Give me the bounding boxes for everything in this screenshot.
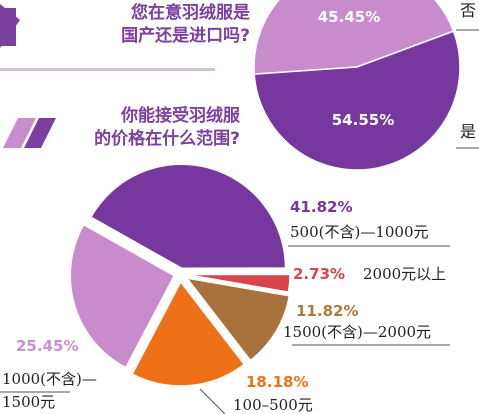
pie2-slice-1 <box>185 273 291 294</box>
question-origin-underline <box>0 68 215 71</box>
question-price-marker-dark-icon <box>24 118 56 148</box>
question-origin-line2: 国产还是进口吗? <box>121 26 250 46</box>
slice-1500-2000-label: 1500(不含)—2000元 <box>283 323 431 341</box>
slice-1500-2000-value: 11.82% <box>296 302 358 320</box>
question-price-marker-light-icon <box>3 118 36 148</box>
pie-chart-origin <box>253 0 461 171</box>
question-origin-line1: 您在意羽绒服是 <box>131 3 250 23</box>
question-price: 你能接受羽绒服 的价格在什么范围? <box>30 105 240 151</box>
question-origin-marker-tip-icon <box>0 4 20 48</box>
pie1-slice-no-value: 45.45% <box>318 8 380 26</box>
slice-2000-plus-value: 2.73% <box>293 265 345 283</box>
slice-500-1000-label: 500(不含)—1000元 <box>290 223 429 241</box>
slice-1000-1500-label-line1: 1000(不含)— <box>2 370 97 388</box>
pie1-slice-yes-label: 是 <box>460 122 476 141</box>
pie2-slice-3 <box>131 280 246 387</box>
slice-2000-plus-label: 2000元以上 <box>363 265 446 283</box>
pie2-slice-0 <box>89 163 287 269</box>
pie1-slice-0 <box>253 0 455 75</box>
slice-1000-1500-label-line2: 1500元 <box>2 393 55 411</box>
slice-500-1000-value: 41.82% <box>290 198 352 216</box>
pie1-slice-yes-value: 54.55% <box>332 111 394 129</box>
leader-100-500 <box>199 388 226 414</box>
question-origin: 您在意羽绒服是 国产还是进口吗? <box>40 2 250 48</box>
pie2-slice-4 <box>69 223 176 369</box>
pie1-slice-no-label: 否 <box>460 1 476 20</box>
slice-100-500-value: 18.18% <box>246 373 308 391</box>
pie1-slice-1 <box>253 30 461 171</box>
slice-100-500-label: 100–500元 <box>233 396 313 414</box>
pie-chart-price <box>69 163 291 387</box>
question-price-line2: 的价格在什么范围? <box>94 129 240 149</box>
slice-1000-1500-value: 25.45% <box>16 337 78 355</box>
pie2-slice-2 <box>185 277 291 362</box>
question-price-line1: 你能接受羽绒服 <box>121 106 240 126</box>
